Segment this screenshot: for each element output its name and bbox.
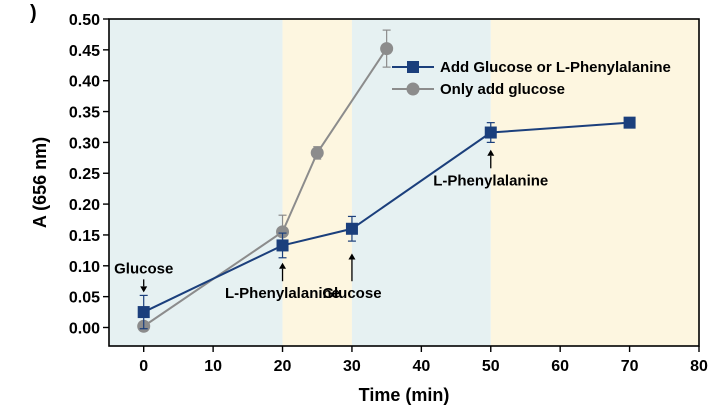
legend-marker [407,61,419,73]
y-tick-label: 0.40 [69,74,100,91]
annotation-label: L-Phenylalanine [433,172,548,189]
x-tick-label: 30 [343,358,361,375]
x-axis-title: Time (min) [359,385,450,405]
series-1-point-2 [310,146,324,160]
x-tick-label: 40 [412,358,430,375]
legend-item-1: Only add glucose [392,81,565,98]
y-tick-label: 0.15 [69,228,100,245]
series-0-point-3 [484,126,497,139]
y-tick-label: 0.25 [69,166,100,183]
series-0-point-2 [345,222,358,235]
series-0-point-1 [276,239,289,252]
series-1-point-1 [276,225,290,239]
background-band-1 [282,19,352,346]
series-0-point-0 [137,306,150,319]
y-tick-label: 0.00 [69,320,100,337]
series-0 [137,116,636,330]
legend-label: Only add glucose [440,81,565,98]
series-layer [137,29,636,333]
annotation-3: L-Phenylalanine [433,149,548,189]
y-tick-label: 0.20 [69,197,100,214]
background-band-2 [351,19,491,346]
annotation-label: Glucose [114,260,173,277]
y-tick-label: 0.10 [69,259,100,276]
series-1-point-3 [380,42,394,56]
y-tick-label: 0.45 [69,43,100,60]
legend: Add Glucose or L-Phenylalanine Only add g… [392,59,671,98]
x-tick-label: 10 [204,358,222,375]
y-tick-label: 0.50 [69,12,100,29]
y-tick-label: 0.30 [69,135,100,152]
x-tick-label: 60 [551,358,569,375]
legend-marker [406,82,420,96]
series-0-point-4 [623,116,636,129]
x-tick-label: 0 [139,358,148,375]
annotation-0: Glucose [114,260,173,293]
annotation-arrow-head [140,286,148,293]
axis-ticks: 0 10 20 30 40 50 60 70 80 0.00 0.05 0.10 0.15 0.20 0.2… [69,12,708,375]
x-tick-label: 20 [274,358,292,375]
y-tick-label: 0.35 [69,105,100,122]
annotation-2: Glucose [322,253,382,302]
annotation-arrow-head [487,149,495,156]
background-band-3 [490,19,699,346]
annotation-label: Glucose [322,285,381,302]
x-tick-label: 50 [482,358,500,375]
y-tick-label: 0.05 [69,290,100,307]
y-axis-title: A (656 nm) [30,137,50,228]
annotation-arrow-head [279,262,287,269]
annotation-layer: GlucoseL-PhenylalanineGlucoseL-Phenylala… [114,149,548,302]
x-tick-label: 80 [690,358,708,375]
legend-item-0: Add Glucose or L-Phenylalanine [392,59,671,76]
annotation-1: L-Phenylalanine [225,262,340,302]
x-tick-label: 70 [621,358,639,375]
plot-frame [108,18,700,347]
annotation-arrow-head [348,253,356,260]
panel-label: ) [30,2,37,24]
legend-label: Add Glucose or L-Phenylalanine [440,59,671,76]
annotation-label: L-Phenylalanine [225,285,340,302]
